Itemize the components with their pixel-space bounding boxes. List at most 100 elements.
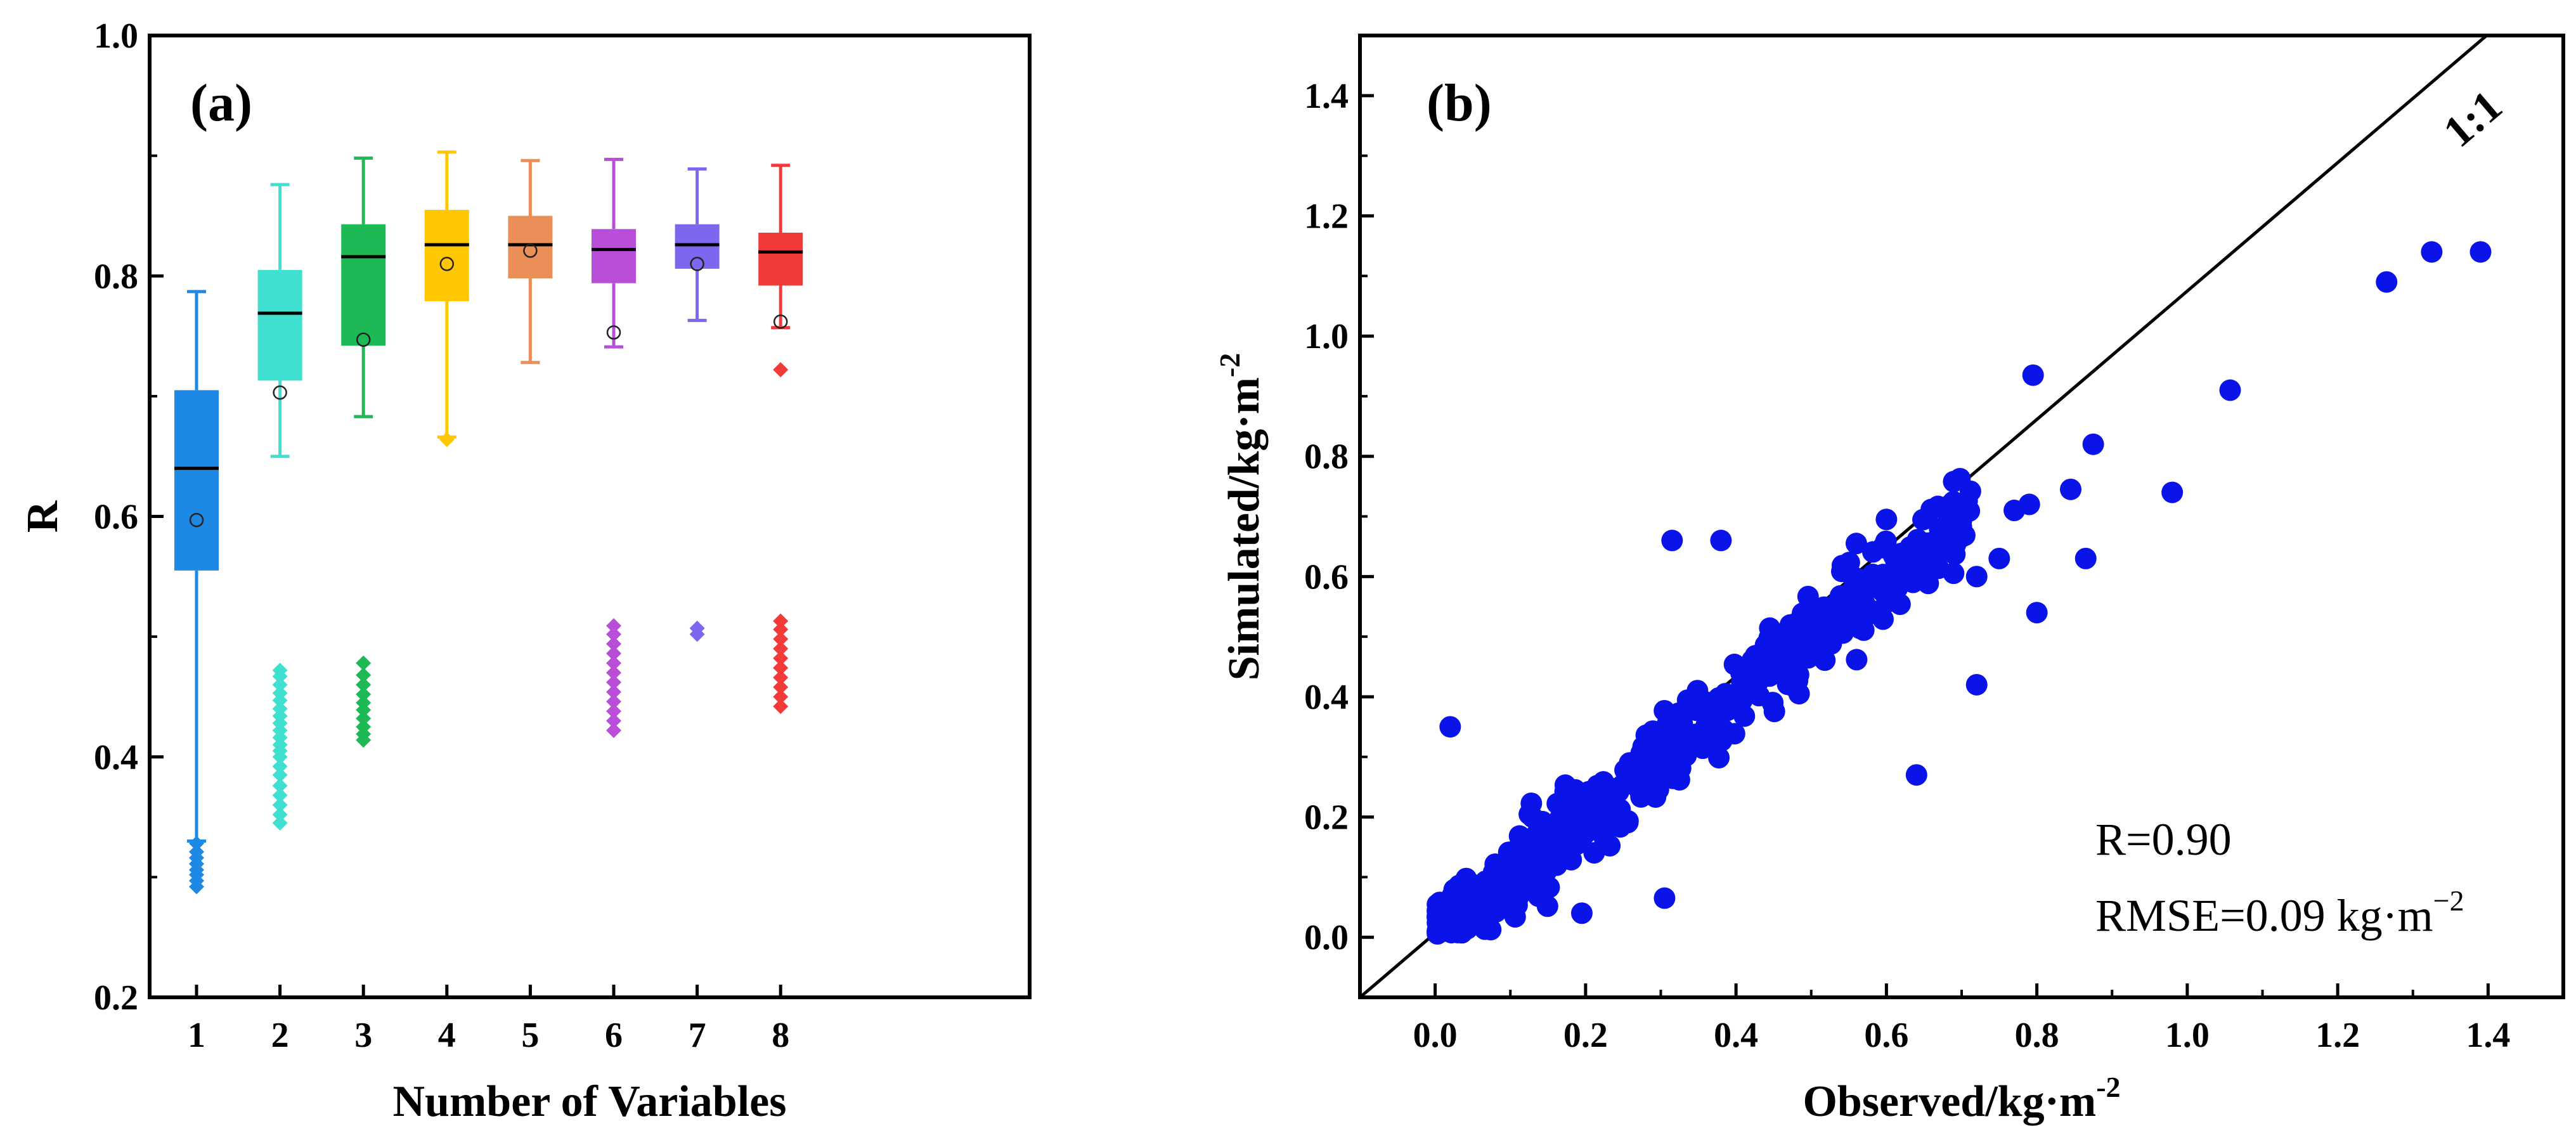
outlier-marker xyxy=(356,695,372,711)
x-tick-label: 2 xyxy=(271,1016,289,1055)
scatter-point xyxy=(2421,241,2443,263)
box-group-3 xyxy=(341,156,386,748)
scatter-point xyxy=(1912,508,1934,531)
outlier-marker xyxy=(773,689,789,704)
outlier-marker xyxy=(272,787,288,803)
outlier-marker xyxy=(606,694,621,709)
outlier-marker xyxy=(606,636,621,652)
x-tick-label: 8 xyxy=(772,1016,789,1055)
outlier-marker xyxy=(606,665,621,681)
outlier-marker xyxy=(773,362,789,378)
outlier-marker xyxy=(356,719,372,735)
scatter-point xyxy=(1846,649,1868,671)
scatter-point xyxy=(1814,649,1836,671)
scatter-point xyxy=(1508,885,1530,907)
rmse-annotation-main: RMSE=0.09 kg·m xyxy=(2095,890,2433,941)
x-tick-label: 4 xyxy=(438,1016,456,1055)
iqr-box xyxy=(424,209,469,302)
scatter-point xyxy=(1849,569,1871,591)
box-group-2 xyxy=(257,183,302,831)
outlier-marker xyxy=(356,687,372,703)
mean-marker xyxy=(523,243,538,258)
scatter-point xyxy=(1906,529,1929,551)
outlier-marker xyxy=(606,626,621,642)
scatter-point xyxy=(1485,879,1508,901)
rmse-annotation-sup: −2 xyxy=(2433,884,2464,917)
scatter-x-axis-label: Observed/kg·m-2 xyxy=(1803,1071,2120,1126)
outlier-marker xyxy=(773,660,789,676)
scatter-point xyxy=(2018,493,2040,515)
scatter-point xyxy=(1756,661,1778,683)
outlier-marker xyxy=(272,677,288,692)
scatter-point xyxy=(1515,856,1537,878)
outlier-marker xyxy=(773,679,789,695)
box-group-4 xyxy=(424,150,469,448)
scatter-point xyxy=(1647,779,1669,801)
outlier-marker xyxy=(773,699,789,715)
scatter-point xyxy=(1522,806,1544,829)
scatter-point xyxy=(1661,529,1683,552)
mean-marker xyxy=(690,257,704,271)
scatter-x-label-sup: -2 xyxy=(2096,1071,2120,1103)
outlier-marker xyxy=(272,797,288,813)
outlier-marker xyxy=(356,711,372,727)
x-tick-label: 1.4 xyxy=(2466,1016,2510,1055)
outlier-marker xyxy=(272,701,288,716)
scatter-point xyxy=(1845,533,1867,555)
outlier-marker xyxy=(272,767,288,783)
box-plot-x-axis-label: Number of Variables xyxy=(393,1077,787,1126)
scatter-point xyxy=(1465,902,1487,924)
iqr-box xyxy=(341,224,386,346)
scatter-point xyxy=(1643,754,1666,776)
x-tick-label: 5 xyxy=(521,1016,539,1055)
y-tick-label: 0.2 xyxy=(1304,798,1349,838)
outlier-marker xyxy=(606,655,621,671)
scatter-point xyxy=(1831,555,1853,577)
box-plot-y-axis-label: R xyxy=(18,500,67,533)
mean-marker xyxy=(439,257,455,271)
outlier-marker xyxy=(272,778,288,794)
mean-marker xyxy=(356,332,371,347)
scatter-point xyxy=(1882,565,1905,587)
outlier-marker xyxy=(606,618,621,634)
scatter-point xyxy=(1965,673,1988,696)
outlier-marker xyxy=(272,663,288,678)
scatter-point xyxy=(1451,879,1473,901)
scatter-point xyxy=(1939,493,1962,515)
scatter-point xyxy=(1598,799,1621,821)
scatter-point xyxy=(1482,862,1505,884)
scatter-point xyxy=(1905,764,1927,786)
y-tick-label: 1.2 xyxy=(1304,197,1349,236)
x-tick-label: 1.0 xyxy=(2165,1016,2210,1055)
scatter-point xyxy=(1439,716,1461,738)
y-tick-label: 0.8 xyxy=(1304,437,1349,477)
iqr-box xyxy=(758,232,803,286)
outlier-marker xyxy=(189,836,204,852)
scatter-y-label-sup: -2 xyxy=(1214,353,1246,377)
outlier-marker xyxy=(272,815,288,831)
scatter-point xyxy=(1936,535,1958,557)
scatter-y-label-main: Simulated/kg·m xyxy=(1220,377,1269,680)
scatter-point xyxy=(1791,614,1813,637)
scatter-point xyxy=(1538,876,1560,898)
scatter-point xyxy=(1949,467,1971,489)
iqr-box xyxy=(675,224,720,269)
scatter-point xyxy=(1759,617,1781,639)
scatter-point xyxy=(1570,902,1593,924)
outlier-marker xyxy=(272,806,288,822)
box-group-8 xyxy=(758,164,803,715)
iqr-box xyxy=(257,269,302,381)
scatter-point xyxy=(2074,547,2097,569)
outlier-marker xyxy=(606,645,621,661)
scatter-point xyxy=(1777,673,1799,696)
scatter-point xyxy=(1559,797,1581,819)
outlier-marker xyxy=(606,684,621,700)
scatter-point xyxy=(1428,916,1450,938)
scatter-points xyxy=(1427,241,2492,945)
scatter-point xyxy=(1710,529,1732,552)
x-tick-label: 7 xyxy=(689,1016,706,1055)
mean-marker xyxy=(189,512,204,528)
outlier-marker xyxy=(356,655,372,671)
scatter-point xyxy=(1748,685,1770,707)
